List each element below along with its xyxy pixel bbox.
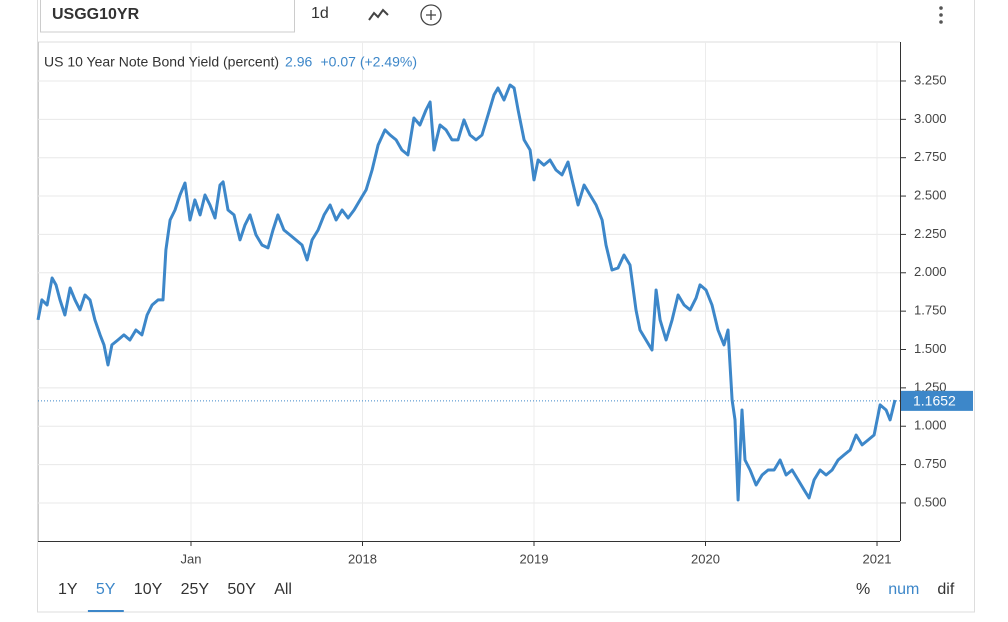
y-tick-label: 2.250	[914, 226, 947, 241]
plot	[36, 83, 900, 502]
grid	[38, 42, 900, 541]
last-value-label: 1.1652	[913, 393, 956, 409]
add-icon-plus	[426, 10, 436, 20]
interval-button[interactable]: 1d	[311, 5, 329, 22]
range-button[interactable]: 5Y	[96, 581, 116, 598]
range-button[interactable]: All	[274, 581, 292, 598]
add-icon[interactable]	[420, 4, 442, 26]
range-button[interactable]: 25Y	[181, 581, 210, 598]
y-tick-label: 3.000	[914, 111, 947, 126]
menu-icon[interactable]	[939, 6, 943, 24]
y-tick-label: 1.500	[914, 341, 947, 356]
controls: 1Y 5Y 10Y 25Y 50Y All% num dif	[58, 581, 955, 612]
y-tick-label: 0.750	[914, 456, 947, 471]
display-mode-button[interactable]: dif	[937, 581, 954, 598]
y-tick-label: 2.500	[914, 187, 947, 202]
y-tick-label: 1.000	[914, 418, 947, 433]
range-button[interactable]: 10Y	[134, 581, 163, 598]
y-tick-label: 2.750	[914, 149, 947, 164]
y-tick-label: 0.500	[914, 494, 947, 509]
chart-type-icon[interactable]	[368, 8, 389, 21]
display-mode-button[interactable]: %	[856, 581, 870, 598]
range-selected-underline	[87, 610, 124, 612]
price: 2.96	[285, 54, 312, 70]
line-series	[36, 83, 897, 502]
y-tick-label: 2.000	[914, 264, 947, 279]
price-change: +0.07 (+2.49%)	[321, 54, 418, 70]
range-button[interactable]: 50Y	[227, 581, 256, 598]
y-tick-label: 1.750	[914, 303, 947, 318]
x-tick-label: 2021	[863, 551, 892, 566]
last-value-tag	[901, 390, 973, 411]
range-button[interactable]: 1Y	[58, 581, 78, 598]
card	[37, 0, 975, 613]
x-tick-label: Jan	[181, 551, 202, 566]
x-tick-label: 2018	[348, 551, 377, 566]
symbol: USGG10YR	[52, 6, 140, 23]
x-tick-label: 2019	[520, 551, 549, 566]
axes: 0.500 0.750 1.000 1.250 1.500 1.750 2.000 2.250…	[181, 72, 973, 566]
y-tick-label: 1.250	[914, 379, 947, 394]
y-tick-label: 3.250	[914, 72, 947, 87]
chart-title: US 10 Year Note Bond Yield (percent)	[44, 54, 279, 70]
symbol-input[interactable]	[40, 0, 295, 33]
display-mode-button[interactable]: num	[888, 581, 919, 598]
x-tick-label: 2020	[691, 551, 720, 566]
